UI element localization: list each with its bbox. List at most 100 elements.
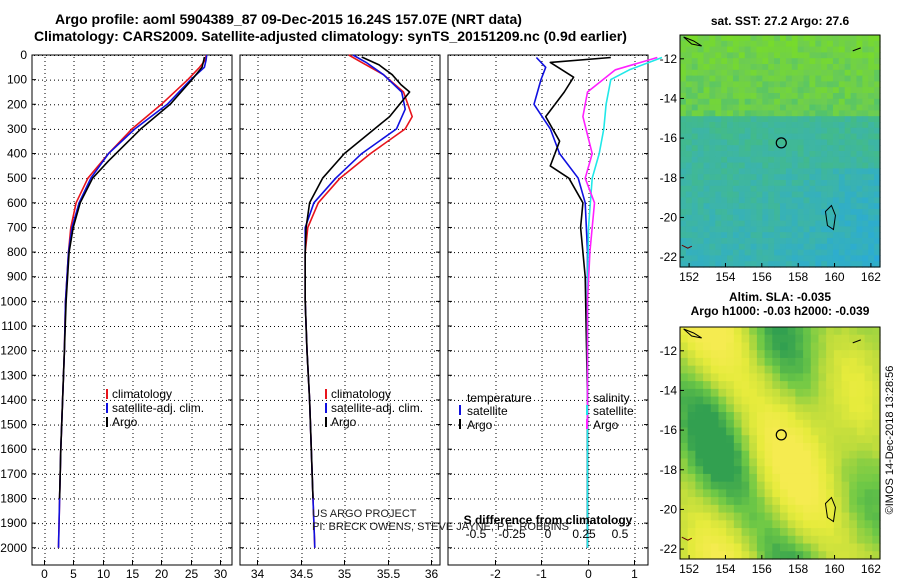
gridline-dot bbox=[334, 424, 335, 426]
gridline-dot bbox=[150, 424, 151, 426]
gridline-dot bbox=[214, 449, 215, 451]
gridline-dot bbox=[338, 498, 339, 500]
gridline-dot bbox=[346, 79, 347, 81]
gridline-dot bbox=[414, 178, 415, 180]
gridline-dot bbox=[73, 425, 75, 426]
gridline-dot bbox=[132, 329, 134, 330]
gridline-dot bbox=[301, 293, 303, 294]
gridline-dot bbox=[382, 202, 383, 204]
gridline-dot bbox=[44, 441, 46, 442]
gridline-dot bbox=[132, 233, 134, 234]
gridline-dot bbox=[54, 350, 55, 352]
gridline-dot bbox=[103, 181, 105, 182]
gridline-dot bbox=[330, 498, 331, 500]
gridline-dot bbox=[44, 533, 46, 534]
gridline-dot bbox=[582, 128, 583, 130]
gridline-dot bbox=[626, 399, 627, 401]
gridline-dot bbox=[495, 233, 497, 234]
gridline-dot bbox=[510, 104, 511, 106]
gridline-dot bbox=[326, 202, 327, 204]
gridline-dot bbox=[618, 375, 619, 377]
gridline-dot bbox=[103, 337, 105, 338]
gridline-dot bbox=[132, 193, 134, 194]
gridline-dot bbox=[202, 55, 203, 56]
gridline-dot bbox=[398, 276, 399, 278]
gridline-dot bbox=[138, 128, 139, 130]
gridline-dot bbox=[388, 141, 390, 142]
gridline-dot bbox=[38, 104, 39, 106]
gridline-dot bbox=[344, 517, 346, 518]
gridline-dot bbox=[161, 125, 163, 126]
gridline-dot bbox=[301, 197, 303, 198]
gridline-dot bbox=[206, 498, 207, 500]
gridline-dot bbox=[66, 424, 67, 426]
gridline-dot bbox=[103, 133, 105, 134]
gridline-dot bbox=[178, 301, 179, 303]
gridline-dot bbox=[73, 461, 75, 462]
gridline-dot bbox=[286, 399, 287, 401]
gridline-dot bbox=[73, 545, 75, 546]
gridline-dot bbox=[388, 337, 390, 338]
gridline-dot bbox=[86, 276, 87, 278]
gridline-dot bbox=[502, 523, 503, 525]
gridline-dot bbox=[220, 193, 222, 194]
gridline-dot bbox=[74, 202, 75, 204]
gridline-dot bbox=[118, 104, 119, 106]
gridline-dot bbox=[466, 326, 467, 328]
gridline-dot bbox=[506, 375, 507, 377]
gridline-dot bbox=[466, 375, 467, 377]
gridline-dot bbox=[342, 276, 343, 278]
gridline-dot bbox=[301, 429, 303, 430]
gridline-dot bbox=[220, 429, 222, 430]
gridline-dot bbox=[466, 55, 467, 56]
gridline-dot bbox=[86, 178, 87, 180]
gridline-dot bbox=[70, 547, 71, 549]
gridline-dot bbox=[426, 449, 427, 451]
gridline-dot bbox=[142, 202, 143, 204]
gridline-dot bbox=[174, 178, 175, 180]
gridline-dot bbox=[270, 153, 271, 155]
gridline-dot bbox=[344, 233, 346, 234]
gridline-dot bbox=[495, 89, 497, 90]
gridline-dot bbox=[220, 77, 222, 78]
gridline-dot bbox=[382, 473, 383, 475]
gridline-dot bbox=[198, 178, 199, 180]
gridline-dot bbox=[286, 252, 287, 254]
gridline-dot bbox=[330, 128, 331, 130]
gridline-dot bbox=[626, 55, 627, 56]
gridline-dot bbox=[358, 128, 359, 130]
gridline-dot bbox=[257, 461, 259, 462]
gridline-dot bbox=[366, 350, 367, 352]
gridline-dot bbox=[174, 547, 175, 549]
gridline-dot bbox=[102, 79, 103, 81]
gridline-dot bbox=[161, 449, 163, 450]
gridline-dot bbox=[518, 276, 519, 278]
gridline-dot bbox=[186, 252, 187, 254]
gridline-dot bbox=[194, 449, 195, 451]
gridline-dot bbox=[222, 449, 223, 451]
gridline-dot bbox=[161, 389, 163, 390]
gridline-dot bbox=[570, 178, 571, 180]
gridline-dot bbox=[326, 128, 327, 130]
gridline-dot bbox=[422, 128, 423, 130]
gridline-dot bbox=[150, 276, 151, 278]
gridline-dot bbox=[44, 409, 46, 410]
gridline-dot bbox=[301, 237, 303, 238]
gridline-dot bbox=[495, 409, 497, 410]
gridline-dot bbox=[541, 225, 543, 226]
gridline-dot bbox=[161, 517, 163, 518]
gridline-dot bbox=[194, 227, 195, 229]
gridline-dot bbox=[161, 297, 163, 298]
gridline-dot bbox=[422, 523, 423, 525]
gridline-dot bbox=[90, 104, 91, 106]
gridline-dot bbox=[495, 421, 497, 422]
gridline-dot bbox=[114, 424, 115, 426]
gridline-dot bbox=[202, 473, 203, 475]
gridline-dot bbox=[103, 229, 105, 230]
gridline-dot bbox=[390, 104, 391, 106]
gridline-dot bbox=[44, 541, 46, 542]
gridline-dot bbox=[103, 409, 105, 410]
gridline-dot bbox=[282, 202, 283, 204]
gridline-dot bbox=[541, 157, 543, 158]
gridline-dot bbox=[73, 177, 75, 178]
